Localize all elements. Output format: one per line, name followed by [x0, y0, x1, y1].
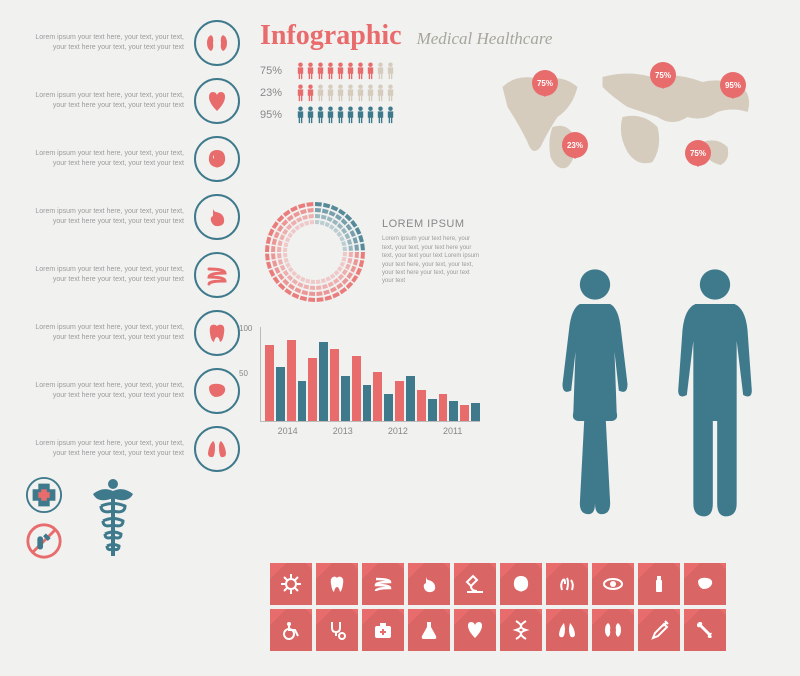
organ-list: Lorem ipsum your text here, your text, y… — [25, 20, 240, 484]
organ-text: Lorem ipsum your text here, your text, y… — [25, 381, 184, 401]
bar — [439, 394, 448, 421]
bar — [428, 399, 437, 422]
bar — [308, 358, 317, 421]
firstaid-tile-icon — [362, 609, 404, 651]
organ-text: Lorem ipsum your text here, your text, y… — [25, 265, 184, 285]
kidneys-tile-icon — [592, 609, 634, 651]
lungs-icon — [194, 426, 240, 472]
no-drugs-icon — [25, 522, 63, 560]
intestines-tile-icon — [362, 563, 404, 605]
map-pin: 23% — [562, 132, 590, 164]
pictogram-chart: 75% 23% 95% — [260, 62, 470, 182]
page-title: Infographic — [260, 20, 402, 52]
bar — [330, 349, 339, 421]
stomach-icon — [194, 194, 240, 240]
bar — [373, 372, 382, 422]
bar — [319, 342, 328, 421]
tooth-icon — [194, 310, 240, 356]
bar — [384, 394, 393, 421]
bar — [352, 356, 361, 421]
pictogram-label: 23% — [260, 87, 288, 99]
microscope-tile-icon — [454, 563, 496, 605]
bar — [460, 405, 469, 421]
caduceus-icon — [83, 476, 143, 566]
organ-text: Lorem ipsum your text here, your text, y… — [25, 149, 184, 169]
bar — [287, 340, 296, 421]
medical-icon-grid — [270, 563, 772, 651]
gear-tile-icon — [270, 563, 312, 605]
bar — [406, 376, 415, 421]
heart-icon — [194, 78, 240, 124]
bar — [395, 381, 404, 422]
donut-description: Lorem ipsum your text here, your text, y… — [382, 235, 480, 285]
world-map: 75% 75% 95% 23% 75% — [490, 62, 775, 182]
male-body-icon — [660, 265, 770, 525]
bar — [417, 390, 426, 422]
stethoscope-tile-icon — [316, 609, 358, 651]
pictogram-label: 75% — [260, 65, 288, 77]
map-pin: 75% — [532, 70, 560, 102]
y-axis-label: 100 — [239, 324, 252, 333]
donut-title: LOREM IPSUM — [382, 218, 480, 230]
x-axis-label: 2011 — [443, 426, 462, 436]
kidneys-icon — [194, 20, 240, 66]
bar — [276, 367, 285, 421]
syringe-tile-icon — [638, 609, 680, 651]
eye-tile-icon — [592, 563, 634, 605]
medical-symbols — [25, 476, 143, 566]
bottle-tile-icon — [638, 563, 680, 605]
pictogram-label: 95% — [260, 109, 288, 121]
liver-tile-icon — [684, 563, 726, 605]
pictogram-people — [296, 84, 395, 102]
pictogram-people — [296, 62, 395, 80]
pharmacy-cross-icon — [25, 476, 63, 514]
bone-tile-icon — [684, 609, 726, 651]
body-silhouettes — [540, 265, 770, 525]
liver-icon — [194, 368, 240, 414]
flask-tile-icon — [408, 609, 450, 651]
brain-icon — [194, 136, 240, 182]
organ-text: Lorem ipsum your text here, your text, y… — [25, 91, 184, 111]
intestines-icon — [194, 252, 240, 298]
map-pin: 75% — [650, 62, 678, 94]
lungs-tile-icon — [546, 609, 588, 651]
female-body-icon — [540, 265, 650, 525]
radial-chart: LOREM IPSUM Lorem ipsum your text here, … — [260, 197, 480, 307]
x-axis-label: 2012 — [388, 426, 408, 436]
pictogram-people — [296, 106, 395, 124]
hands-tile-icon — [546, 563, 588, 605]
y-axis-label: 50 — [239, 369, 248, 378]
bar-chart: 100 50 2014201320122011 — [260, 327, 480, 436]
map-pin: 75% — [685, 140, 713, 172]
bar — [471, 403, 480, 421]
bar — [449, 401, 458, 421]
wheelchair-tile-icon — [270, 609, 312, 651]
x-axis-label: 2013 — [333, 426, 353, 436]
bar — [265, 345, 274, 422]
organ-text: Lorem ipsum your text here, your text, y… — [25, 439, 184, 459]
organ-text: Lorem ipsum your text here, your text, y… — [25, 33, 184, 53]
organ-text: Lorem ipsum your text here, your text, y… — [25, 207, 184, 227]
page-subtitle: Medical Healthcare — [417, 29, 553, 49]
brain-tile-icon — [500, 563, 542, 605]
bar — [341, 376, 350, 421]
bar — [363, 385, 372, 421]
stomach-tile-icon — [408, 563, 450, 605]
organ-text: Lorem ipsum your text here, your text, y… — [25, 323, 184, 343]
tooth-tile-icon — [316, 563, 358, 605]
heart-tile-icon — [454, 609, 496, 651]
bar — [298, 381, 307, 422]
dna-tile-icon — [500, 609, 542, 651]
map-pin: 95% — [720, 72, 748, 104]
x-axis-label: 2014 — [278, 426, 298, 436]
